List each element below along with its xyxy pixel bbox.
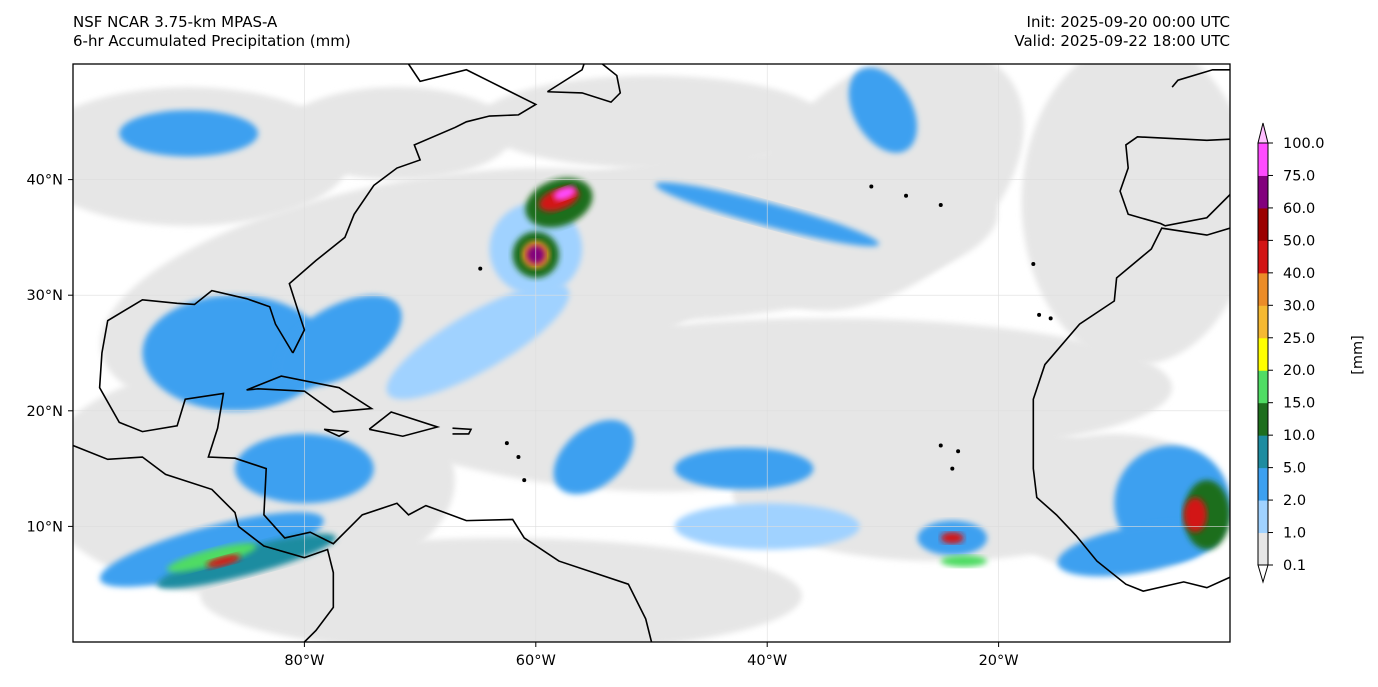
cuba-coast [246, 375, 374, 413]
precip-area [848, 67, 917, 153]
precip-area [386, 283, 570, 400]
precip-area [940, 532, 964, 544]
precip-area [477, 75, 826, 169]
colorbar-tick-label: 2.0 [1283, 493, 1306, 509]
colorbar-outline [1257, 142, 1269, 566]
precip-area [1183, 497, 1207, 533]
lon-tick-label: 80°W [284, 653, 324, 669]
precip-area [167, 543, 257, 572]
pacific-coast [73, 444, 335, 642]
island [904, 193, 909, 198]
colorbar-extend-low [1257, 564, 1269, 584]
island [938, 443, 943, 448]
island [938, 203, 943, 208]
colorbar-tick-label: 15.0 [1283, 396, 1315, 412]
colorbar-segment [1258, 467, 1268, 501]
colorbar-tick-label: 50.0 [1283, 233, 1315, 249]
precip-area [940, 555, 988, 567]
colorbar-segment [1258, 175, 1268, 209]
north-america-coast [288, 64, 538, 354]
colorbar-segment [1258, 207, 1268, 241]
colorbar-tick-label: 25.0 [1283, 331, 1315, 347]
colorbar-segment [1258, 435, 1268, 469]
island [956, 449, 961, 454]
precip-area [119, 110, 259, 157]
colorbar-tick-label: 5.0 [1283, 461, 1306, 477]
island [950, 466, 955, 471]
lat-tick-label: 40°N [26, 173, 63, 189]
colorbar-segment [1258, 240, 1268, 274]
colorbar-tick-label: 0.1 [1283, 558, 1306, 574]
colorbar-segment [1258, 305, 1268, 339]
colorbar-segment [1258, 500, 1268, 534]
hispaniola-coast [368, 411, 441, 438]
init-time: Init: 2025-09-20 00:00 UTC [1026, 13, 1230, 31]
colorbar-tick-label: 100.0 [1283, 136, 1325, 152]
colorbar-tick-label: 75.0 [1283, 168, 1315, 184]
precip-area [1021, 64, 1230, 365]
colorbar-unit-label: [mm] [1350, 335, 1366, 375]
puerto-rico-coast [452, 427, 473, 435]
precip-area [276, 295, 402, 388]
lon-tick-label: 20°W [979, 653, 1019, 669]
precip-area [206, 554, 241, 568]
precip-area [281, 87, 513, 180]
precip-area [674, 447, 814, 490]
island [504, 441, 509, 446]
gulf-coast [98, 289, 653, 642]
island [1048, 316, 1053, 321]
valid-time: Valid: 2025-09-22 18:00 UTC [1014, 32, 1230, 50]
france-coast [1171, 68, 1230, 88]
lat-tick-label: 10°N [26, 519, 63, 535]
colorbar-tick-label: 1.0 [1283, 526, 1306, 542]
jamaica-coast [323, 428, 350, 438]
island [1031, 261, 1036, 266]
precip-area [142, 295, 328, 411]
colorbar-tick-label: 10.0 [1283, 428, 1315, 444]
colorbar-segment [1258, 337, 1268, 371]
island [478, 266, 483, 271]
island [516, 455, 521, 460]
colorbar-tick-label: 30.0 [1283, 298, 1315, 314]
lon-tick-label: 60°W [516, 653, 556, 669]
island [522, 478, 527, 483]
colorbar-segment [1258, 272, 1268, 306]
lon-tick-label: 40°W [747, 653, 787, 669]
map-frame [72, 63, 1231, 643]
lat-tick-label: 30°N [26, 288, 63, 304]
colorbar-tick-label: 60.0 [1283, 201, 1315, 217]
precip-area [553, 419, 634, 495]
colorbar-segment [1258, 370, 1268, 404]
field-title: 6-hr Accumulated Precipitation (mm) [73, 32, 351, 50]
colorbar-segment [1258, 402, 1268, 436]
colorbar-extend-high [1257, 122, 1269, 144]
lat-tick-label: 20°N [26, 404, 63, 420]
island [1037, 312, 1042, 317]
newfoundland-coast [546, 64, 622, 104]
island [869, 184, 874, 189]
colorbar-tick-label: 40.0 [1283, 266, 1315, 282]
colorbar-segment [1258, 532, 1268, 566]
colorbar-segment [1258, 143, 1268, 176]
precip-area [553, 186, 576, 201]
model-title: NSF NCAR 3.75-km MPAS-A [73, 13, 278, 31]
iberia-coast [1119, 136, 1230, 227]
precip-area [200, 537, 802, 642]
precip-area [1057, 522, 1218, 577]
colorbar-tick-label: 20.0 [1283, 363, 1315, 379]
precip-area [157, 533, 337, 589]
west-africa-coast [1032, 227, 1230, 592]
